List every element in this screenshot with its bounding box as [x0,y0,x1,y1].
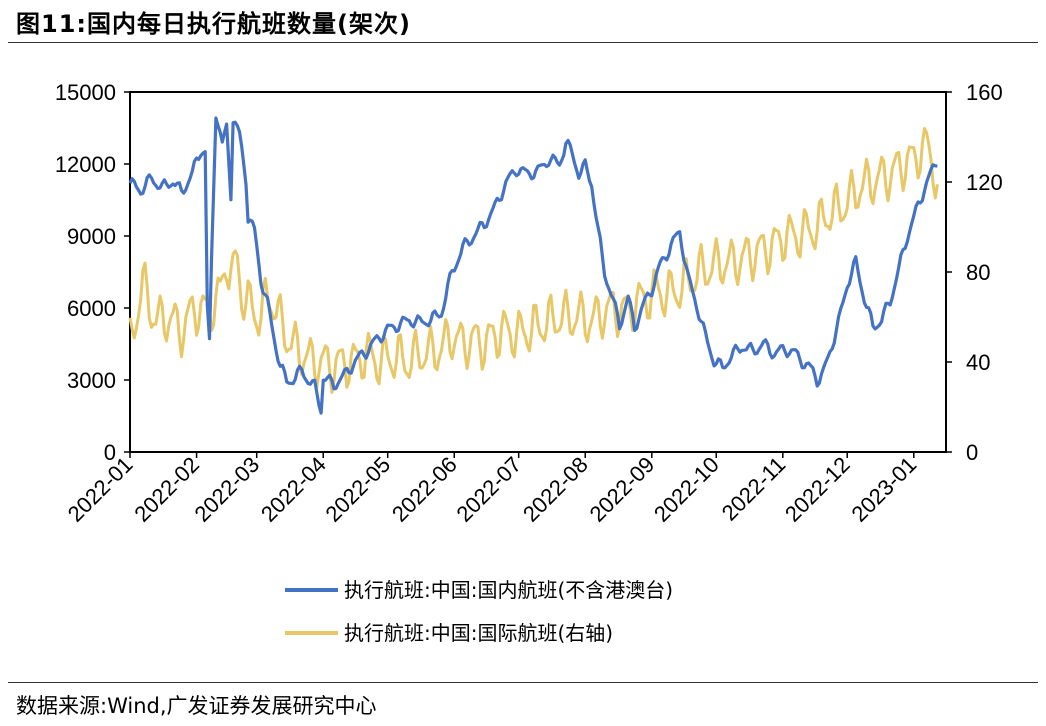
x-tick-label: 2022-01 [63,452,138,527]
legend-label-domestic: 执行航班:中国:国内航班(不含港澳台) [344,578,673,602]
x-tick-label: 2022-11 [717,452,791,526]
y-right-tick-label: 40 [966,350,990,375]
y-left-axis: 0 3000 6000 9000 12000 15000 [55,80,130,465]
x-tick-label: 2023-01 [847,452,922,527]
chart: 0 3000 6000 9000 12000 15000 0 40 80 120 160 2022… [55,80,1003,645]
x-tick-label: 2022-12 [780,452,855,527]
source-note: 数据来源:Wind,广发证券发展研究中心 [16,694,377,718]
x-tick-label: 2022-07 [451,452,526,527]
y-left-tick-label: 0 [104,440,116,465]
series-line-domestic [128,116,938,415]
plot-frame [129,91,947,453]
x-axis: 2022-012022-022022-032022-042022-052022-… [63,452,922,527]
legend: 执行航班:中国:国内航班(不含港澳台) 执行航班:中国:国际航班(右轴) [285,578,673,645]
y-right-tick-label: 120 [966,170,1003,195]
y-left-tick-label: 12000 [55,152,116,177]
series-line-international [128,127,939,394]
y-right-tick-label: 0 [966,440,978,465]
figure-title: 图11:国内每日执行航班数量(架次) [16,10,411,38]
x-tick-label: 2022-02 [129,452,204,527]
y-right-axis: 0 40 80 120 160 [946,80,1003,465]
y-right-tick-label: 160 [966,80,1003,105]
x-tick-label: 2022-03 [189,452,264,527]
y-left-tick-label: 6000 [67,296,116,321]
y-left-tick-label: 9000 [67,224,116,249]
x-tick-label: 2022-10 [649,452,724,527]
x-tick-label: 2022-05 [320,452,395,527]
x-tick-label: 2022-06 [387,452,462,527]
y-right-tick-label: 80 [966,260,990,285]
x-tick-label: 2022-09 [585,452,660,527]
y-left-tick-label: 3000 [67,368,116,393]
y-left-tick-label: 15000 [55,80,116,105]
legend-label-international: 执行航班:中国:国际航班(右轴) [344,621,613,645]
top-rule [8,42,1038,43]
series-lines [128,116,939,415]
x-tick-label: 2022-08 [518,452,593,527]
bottom-rule [8,682,1038,683]
x-tick-label: 2022-04 [256,452,331,527]
